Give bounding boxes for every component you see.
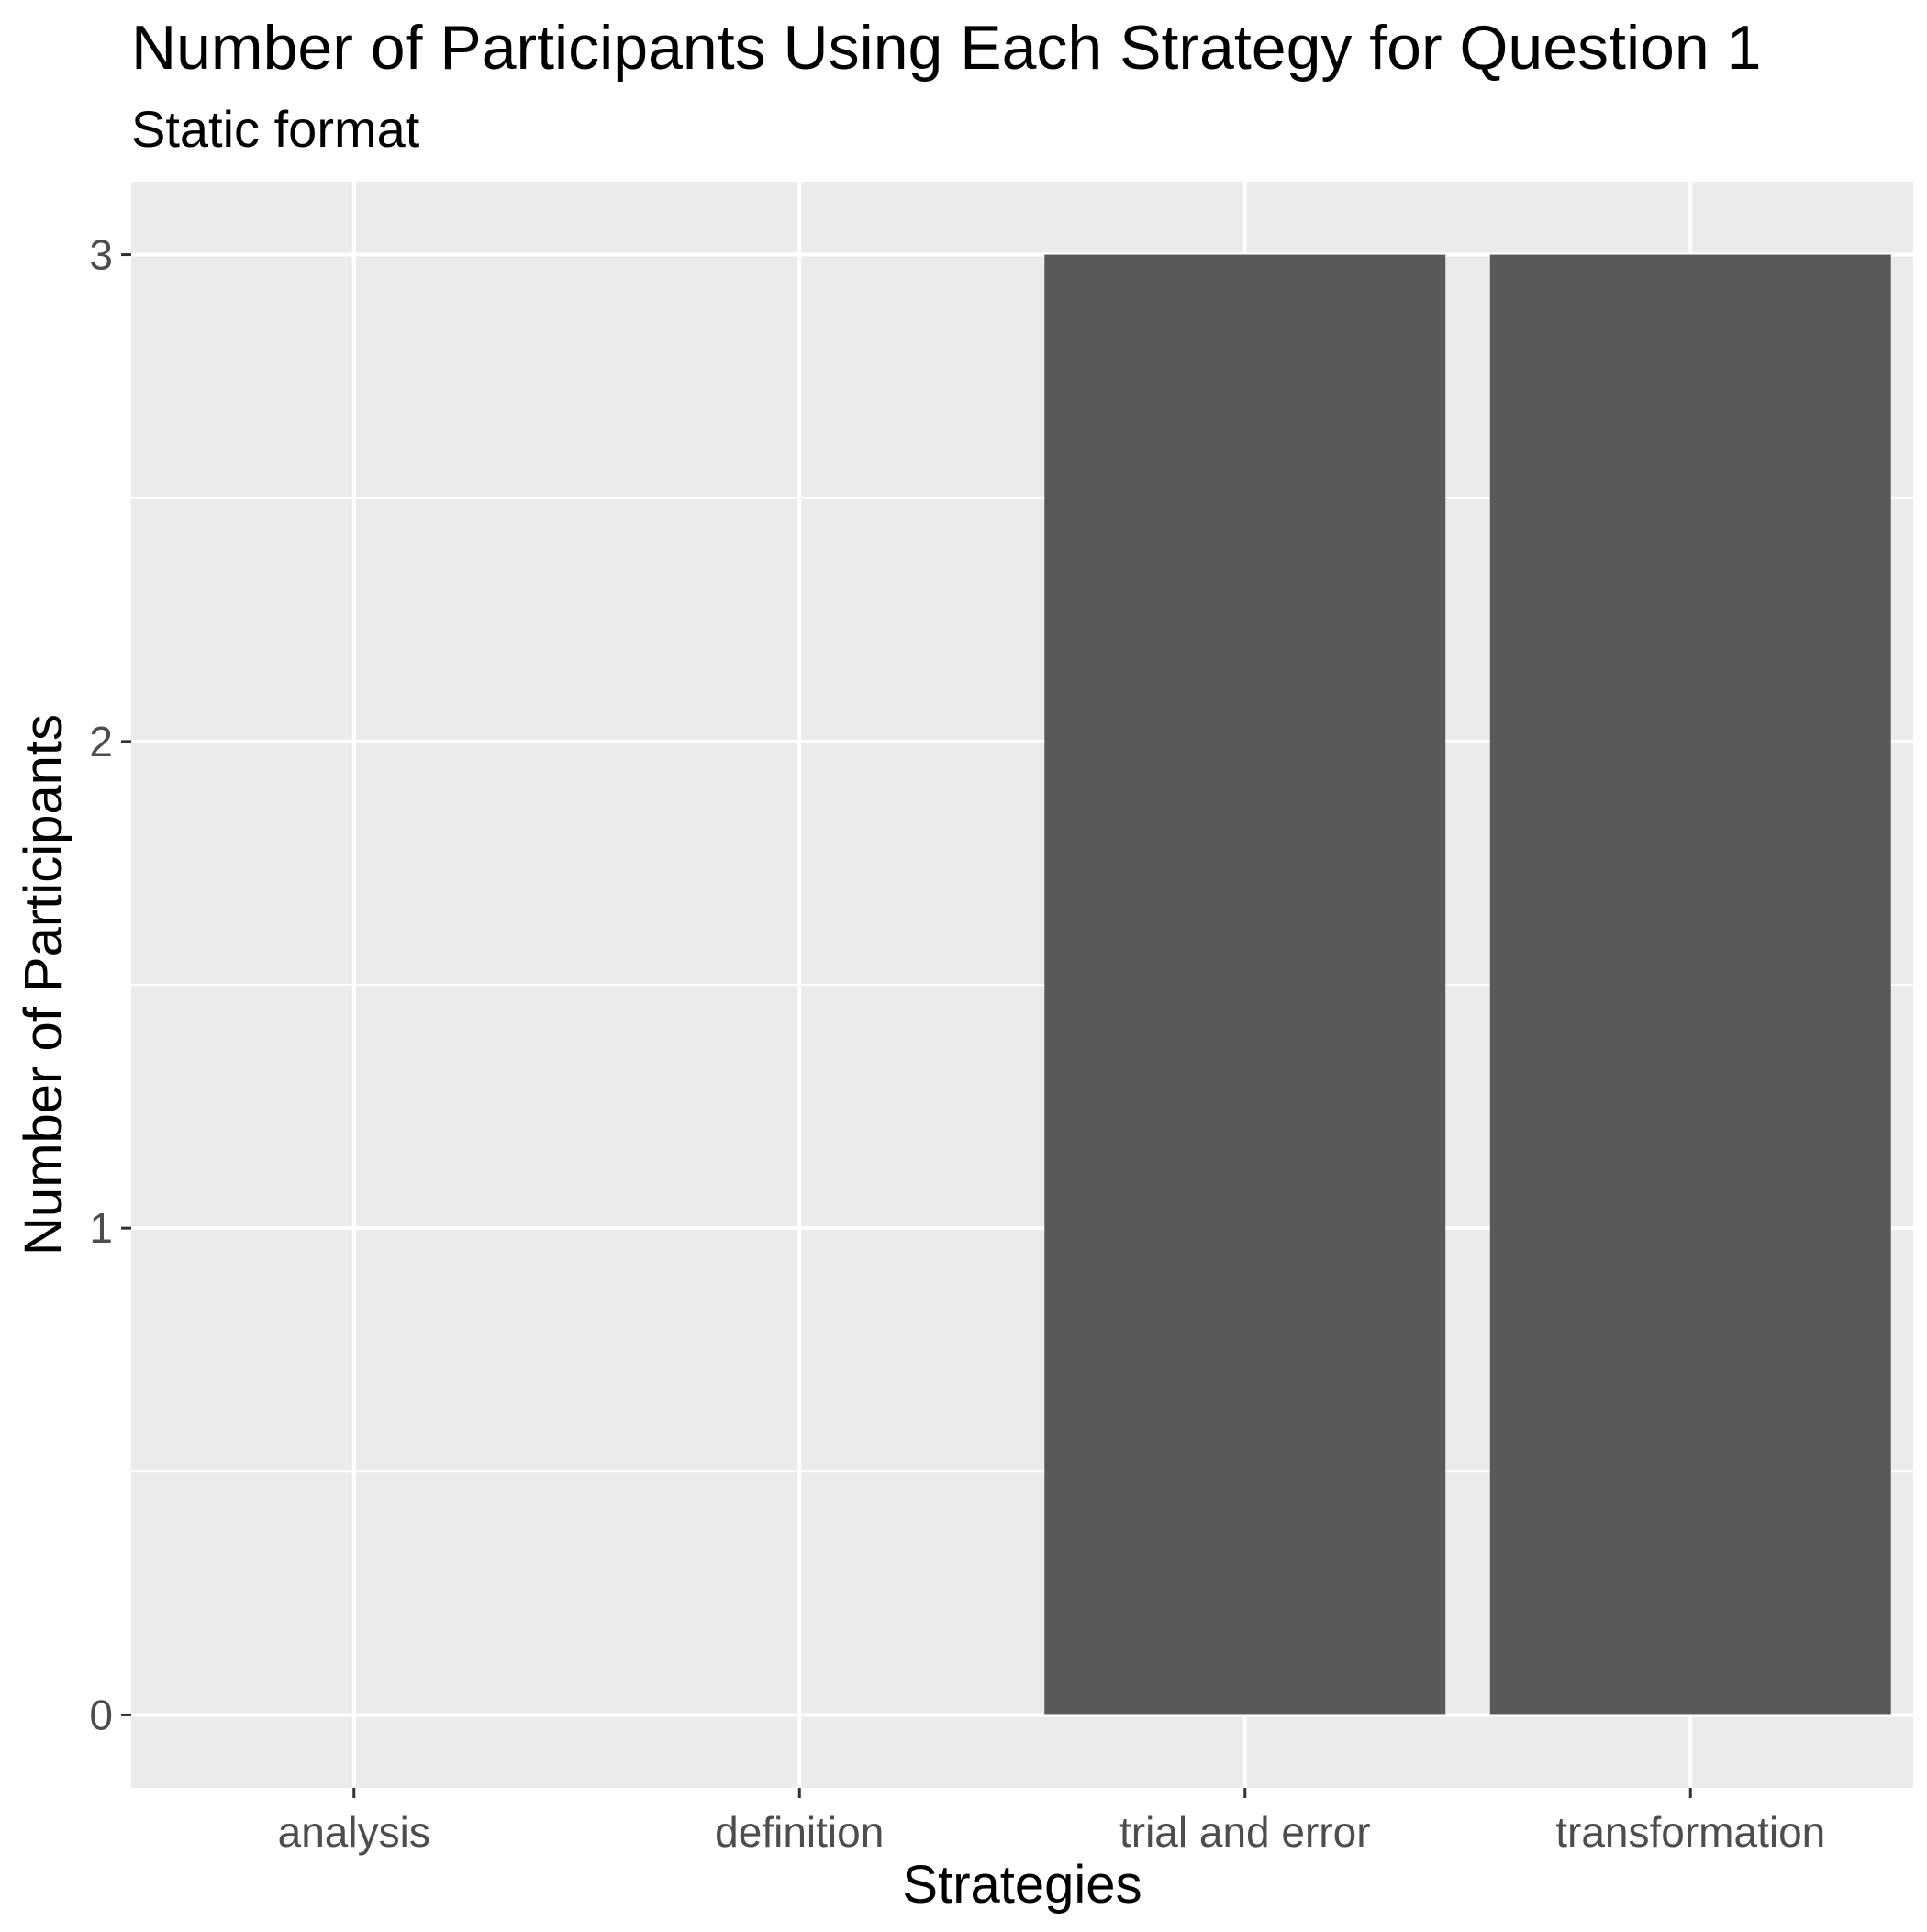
- bar-trial-and-error: [1044, 254, 1446, 1715]
- y-tick-label: 1: [89, 1204, 113, 1252]
- y-axis: 0 1 2 3: [89, 231, 131, 1738]
- x-tick-label: definition: [715, 1808, 884, 1856]
- y-tick-label: 0: [89, 1691, 113, 1738]
- bars: [1044, 254, 1891, 1715]
- y-tick-label: 3: [89, 231, 113, 279]
- bar-transformation: [1489, 254, 1891, 1715]
- x-tick-label: transformation: [1555, 1808, 1825, 1856]
- x-axis: analysis definition trial and error transfo…: [278, 1788, 1825, 1856]
- chart-subtitle: Static format: [131, 100, 420, 158]
- y-tick-label: 2: [89, 718, 113, 765]
- chart-title: Number of Participants Using Each Strate…: [131, 13, 1761, 83]
- x-tick-label: analysis: [278, 1808, 430, 1856]
- x-axis-label: Strategies: [902, 1855, 1142, 1915]
- y-axis-label: Number of Participants: [14, 714, 73, 1256]
- x-tick-label: trial and error: [1119, 1808, 1371, 1856]
